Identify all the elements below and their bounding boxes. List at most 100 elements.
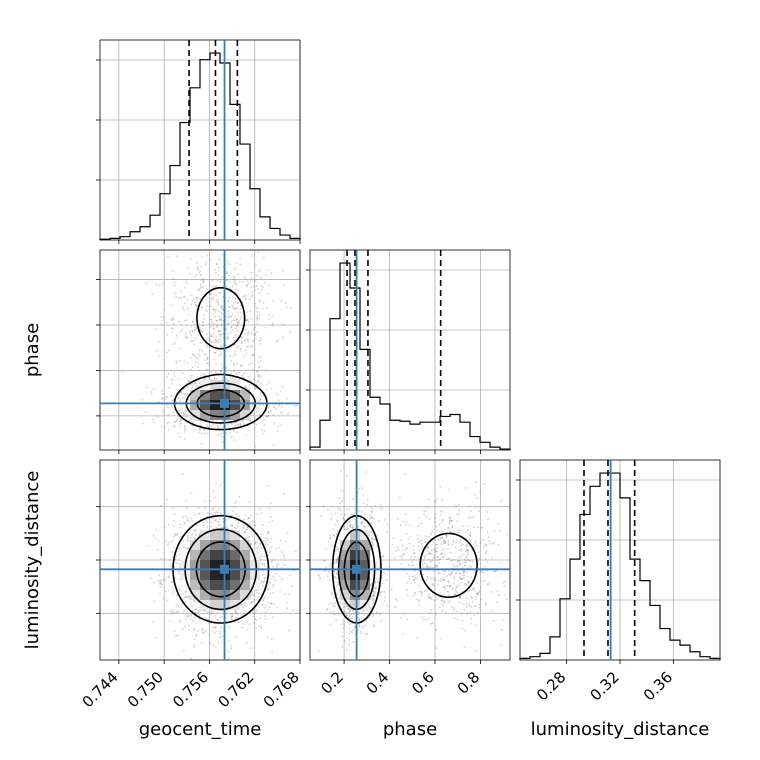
sample-point	[443, 593, 445, 596]
sample-point	[217, 341, 220, 344]
sample-point	[368, 518, 371, 520]
sample-point	[473, 542, 476, 545]
density-cell	[250, 390, 260, 400]
sample-point	[426, 506, 429, 509]
sample-point	[455, 539, 458, 542]
sample-point	[151, 292, 154, 295]
sample-point	[497, 543, 500, 546]
sample-point	[264, 615, 266, 617]
sample-point	[278, 404, 280, 407]
sample-point	[371, 508, 374, 510]
sample-point	[263, 540, 265, 542]
sample-point	[249, 419, 252, 422]
sample-point	[183, 413, 185, 416]
sample-point	[249, 379, 252, 381]
sample-point	[247, 517, 249, 520]
sample-point	[184, 515, 187, 518]
sample-point	[475, 605, 477, 607]
sample-point	[424, 562, 426, 565]
sample-point	[233, 276, 236, 279]
sample-point	[230, 315, 232, 318]
sample-point	[206, 305, 209, 307]
sample-point	[178, 393, 181, 396]
sample-point	[186, 394, 188, 396]
sample-point	[218, 329, 221, 332]
sample-point	[252, 521, 255, 524]
sample-point	[410, 557, 412, 560]
sample-point	[434, 520, 436, 523]
sample-point	[219, 484, 222, 486]
sample-point	[252, 413, 255, 416]
sample-point	[216, 285, 218, 287]
sample-point	[158, 341, 161, 343]
sample-point	[185, 615, 188, 618]
sample-point	[259, 382, 262, 385]
sample-point	[180, 330, 182, 333]
sample-point	[166, 422, 169, 424]
sample-point	[167, 589, 170, 592]
sample-point	[470, 576, 473, 579]
sample-point	[337, 583, 339, 586]
sample-point	[175, 605, 178, 608]
sample-point	[208, 323, 211, 325]
sample-point	[178, 547, 181, 550]
sample-point	[243, 333, 246, 335]
sample-point	[167, 255, 169, 258]
sample-point	[343, 624, 346, 627]
sample-point	[213, 323, 216, 325]
sample-point	[168, 541, 171, 544]
sample-point	[243, 355, 246, 357]
sample-point	[377, 520, 380, 522]
sample-point	[194, 326, 196, 329]
sample-point	[183, 438, 186, 440]
sample-point	[226, 423, 229, 426]
sample-point	[256, 317, 259, 319]
sample-point	[270, 537, 273, 540]
sample-point	[489, 543, 492, 545]
sample-point	[207, 426, 210, 428]
sample-point	[161, 390, 163, 392]
sample-point	[287, 412, 290, 415]
sample-point	[184, 415, 187, 418]
sample-point	[217, 511, 220, 514]
sample-point	[193, 617, 196, 619]
sample-point	[190, 533, 193, 536]
sample-point	[438, 606, 441, 609]
hist-luminosity_distance	[519, 472, 721, 660]
sample-point	[258, 366, 260, 369]
sample-point	[152, 534, 155, 537]
sample-point	[268, 381, 271, 384]
sample-point	[352, 628, 354, 631]
sample-point	[214, 512, 217, 514]
sample-point	[199, 619, 201, 621]
sample-point	[167, 575, 170, 578]
sample-point	[155, 283, 158, 286]
sample-point	[181, 540, 184, 542]
sample-point	[194, 600, 197, 603]
sample-point	[221, 634, 224, 637]
sample-point	[381, 554, 384, 557]
sample-point	[232, 355, 235, 357]
density-cell	[210, 410, 220, 420]
sample-point	[250, 286, 253, 288]
sample-point	[200, 286, 203, 288]
sample-point	[496, 601, 499, 604]
sample-point	[226, 322, 229, 325]
sample-point	[245, 385, 247, 388]
sample-point	[235, 327, 237, 330]
sample-point	[485, 552, 487, 555]
sample-point	[193, 329, 196, 331]
sample-point	[177, 604, 179, 607]
sample-point	[280, 424, 283, 427]
sample-point	[268, 548, 271, 550]
sample-point	[463, 583, 466, 585]
sample-point	[265, 611, 267, 614]
sample-point	[425, 510, 427, 513]
sample-point	[202, 372, 205, 375]
sample-point	[193, 600, 196, 603]
sample-point	[271, 324, 274, 327]
sample-point	[237, 424, 239, 427]
sample-point	[193, 646, 196, 649]
sample-point	[229, 432, 232, 434]
sample-point	[227, 512, 230, 515]
